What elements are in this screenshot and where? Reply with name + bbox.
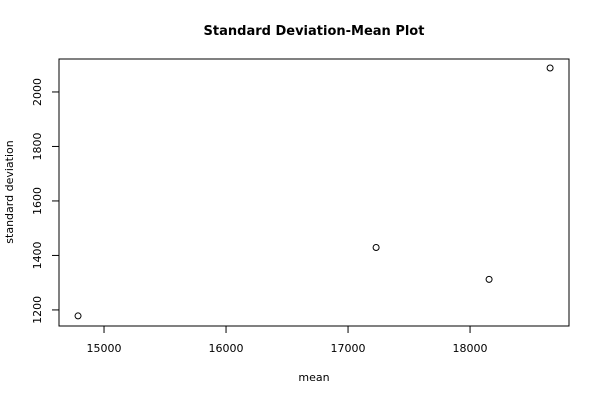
y-tick-label: 1600 [31, 187, 44, 215]
y-tick-label: 1800 [31, 132, 44, 160]
y-tick-label: 2000 [31, 78, 44, 106]
y-tick-label: 1400 [31, 241, 44, 269]
y-axis-title: standard deviation [3, 140, 16, 243]
x-tick-label: 18000 [453, 342, 488, 355]
point [485, 275, 493, 283]
point [546, 64, 554, 72]
x-tick-label: 15000 [87, 342, 122, 355]
x-tick-label: 16000 [209, 342, 244, 355]
plot-frame [58, 58, 570, 327]
x-tick-label: 17000 [331, 342, 366, 355]
point [74, 312, 82, 320]
chart-title: Standard Deviation-Mean Plot [204, 24, 425, 39]
point [372, 244, 380, 252]
x-axis-title: mean [298, 371, 329, 384]
y-tick-label: 1200 [31, 296, 44, 324]
